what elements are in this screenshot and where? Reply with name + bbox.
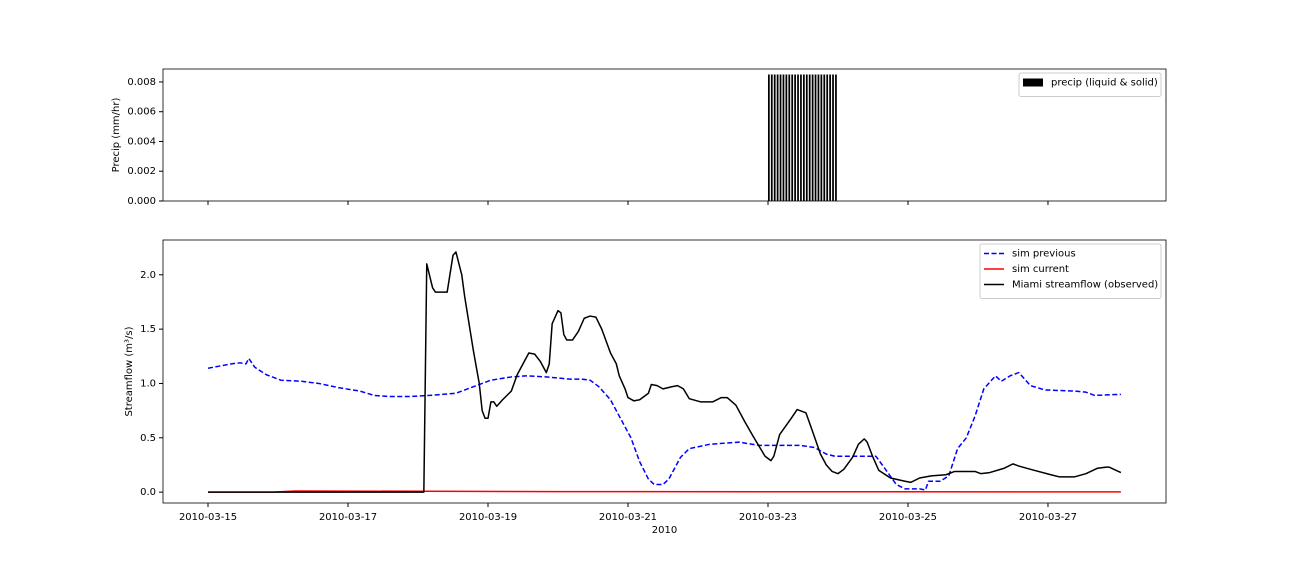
legend-label: precip (liquid & solid) bbox=[1051, 78, 1158, 89]
bar bbox=[767, 74, 770, 201]
bar bbox=[788, 74, 791, 201]
y-tick-label: 0.0 bbox=[140, 487, 156, 498]
bar bbox=[808, 74, 811, 201]
x-tick-label: 2010-03-23 bbox=[739, 512, 797, 523]
y-tick-label: 2.0 bbox=[140, 270, 156, 281]
bar bbox=[797, 74, 799, 201]
axes-frame bbox=[162, 239, 1167, 504]
x-tick-label: 2010-03-19 bbox=[459, 512, 517, 523]
legend-label: Miami streamflow (observed) bbox=[1012, 280, 1158, 291]
bar bbox=[832, 74, 834, 201]
x-tick-label: 2010-03-17 bbox=[319, 512, 377, 523]
axes-frame bbox=[162, 68, 1167, 202]
y-tick-label: 1.5 bbox=[140, 324, 156, 335]
bar bbox=[785, 74, 788, 201]
y-tick-label: 0.008 bbox=[127, 77, 156, 88]
legend-box bbox=[1018, 72, 1162, 97]
legend-swatch bbox=[1023, 78, 1043, 87]
legend-box bbox=[979, 243, 1162, 299]
bar bbox=[835, 74, 837, 201]
bar bbox=[791, 74, 794, 201]
legend-label: sim previous bbox=[1012, 249, 1076, 260]
bar bbox=[782, 74, 785, 201]
bar bbox=[779, 74, 782, 201]
bar bbox=[820, 74, 823, 201]
y-tick-label: 0.006 bbox=[127, 107, 156, 118]
legend-label: sim current bbox=[1012, 264, 1069, 275]
bar bbox=[823, 74, 826, 201]
y-tick-label: 0.5 bbox=[140, 433, 156, 444]
bar bbox=[770, 74, 773, 201]
x-tick-label: 2010-03-27 bbox=[1019, 512, 1077, 523]
bar bbox=[805, 74, 808, 201]
bar bbox=[802, 74, 805, 201]
bar bbox=[776, 74, 779, 201]
y-tick-label: 0.004 bbox=[127, 136, 156, 147]
bar bbox=[817, 74, 820, 201]
y-axis-label: Precip (mm/hr) bbox=[111, 98, 122, 173]
x-tick-label: 2010-03-25 bbox=[879, 512, 937, 523]
bar bbox=[814, 74, 817, 201]
line bbox=[208, 251, 1122, 493]
bar bbox=[811, 74, 814, 201]
plot-area bbox=[163, 69, 1166, 201]
y-tick-label: 1.0 bbox=[140, 378, 156, 389]
bar bbox=[800, 74, 802, 201]
bar bbox=[773, 74, 776, 201]
y-tick-label: 0.002 bbox=[127, 166, 156, 177]
x-tick-label: 2010-03-21 bbox=[599, 512, 657, 523]
bar bbox=[826, 74, 829, 201]
bar bbox=[829, 74, 831, 201]
x-axis-label: 2010 bbox=[652, 525, 677, 536]
y-axis-label: Streamflow (m³/s) bbox=[124, 326, 135, 416]
bar bbox=[794, 74, 796, 201]
y-tick-label: 0.000 bbox=[127, 196, 156, 207]
x-tick-label: 2010-03-15 bbox=[179, 512, 237, 523]
